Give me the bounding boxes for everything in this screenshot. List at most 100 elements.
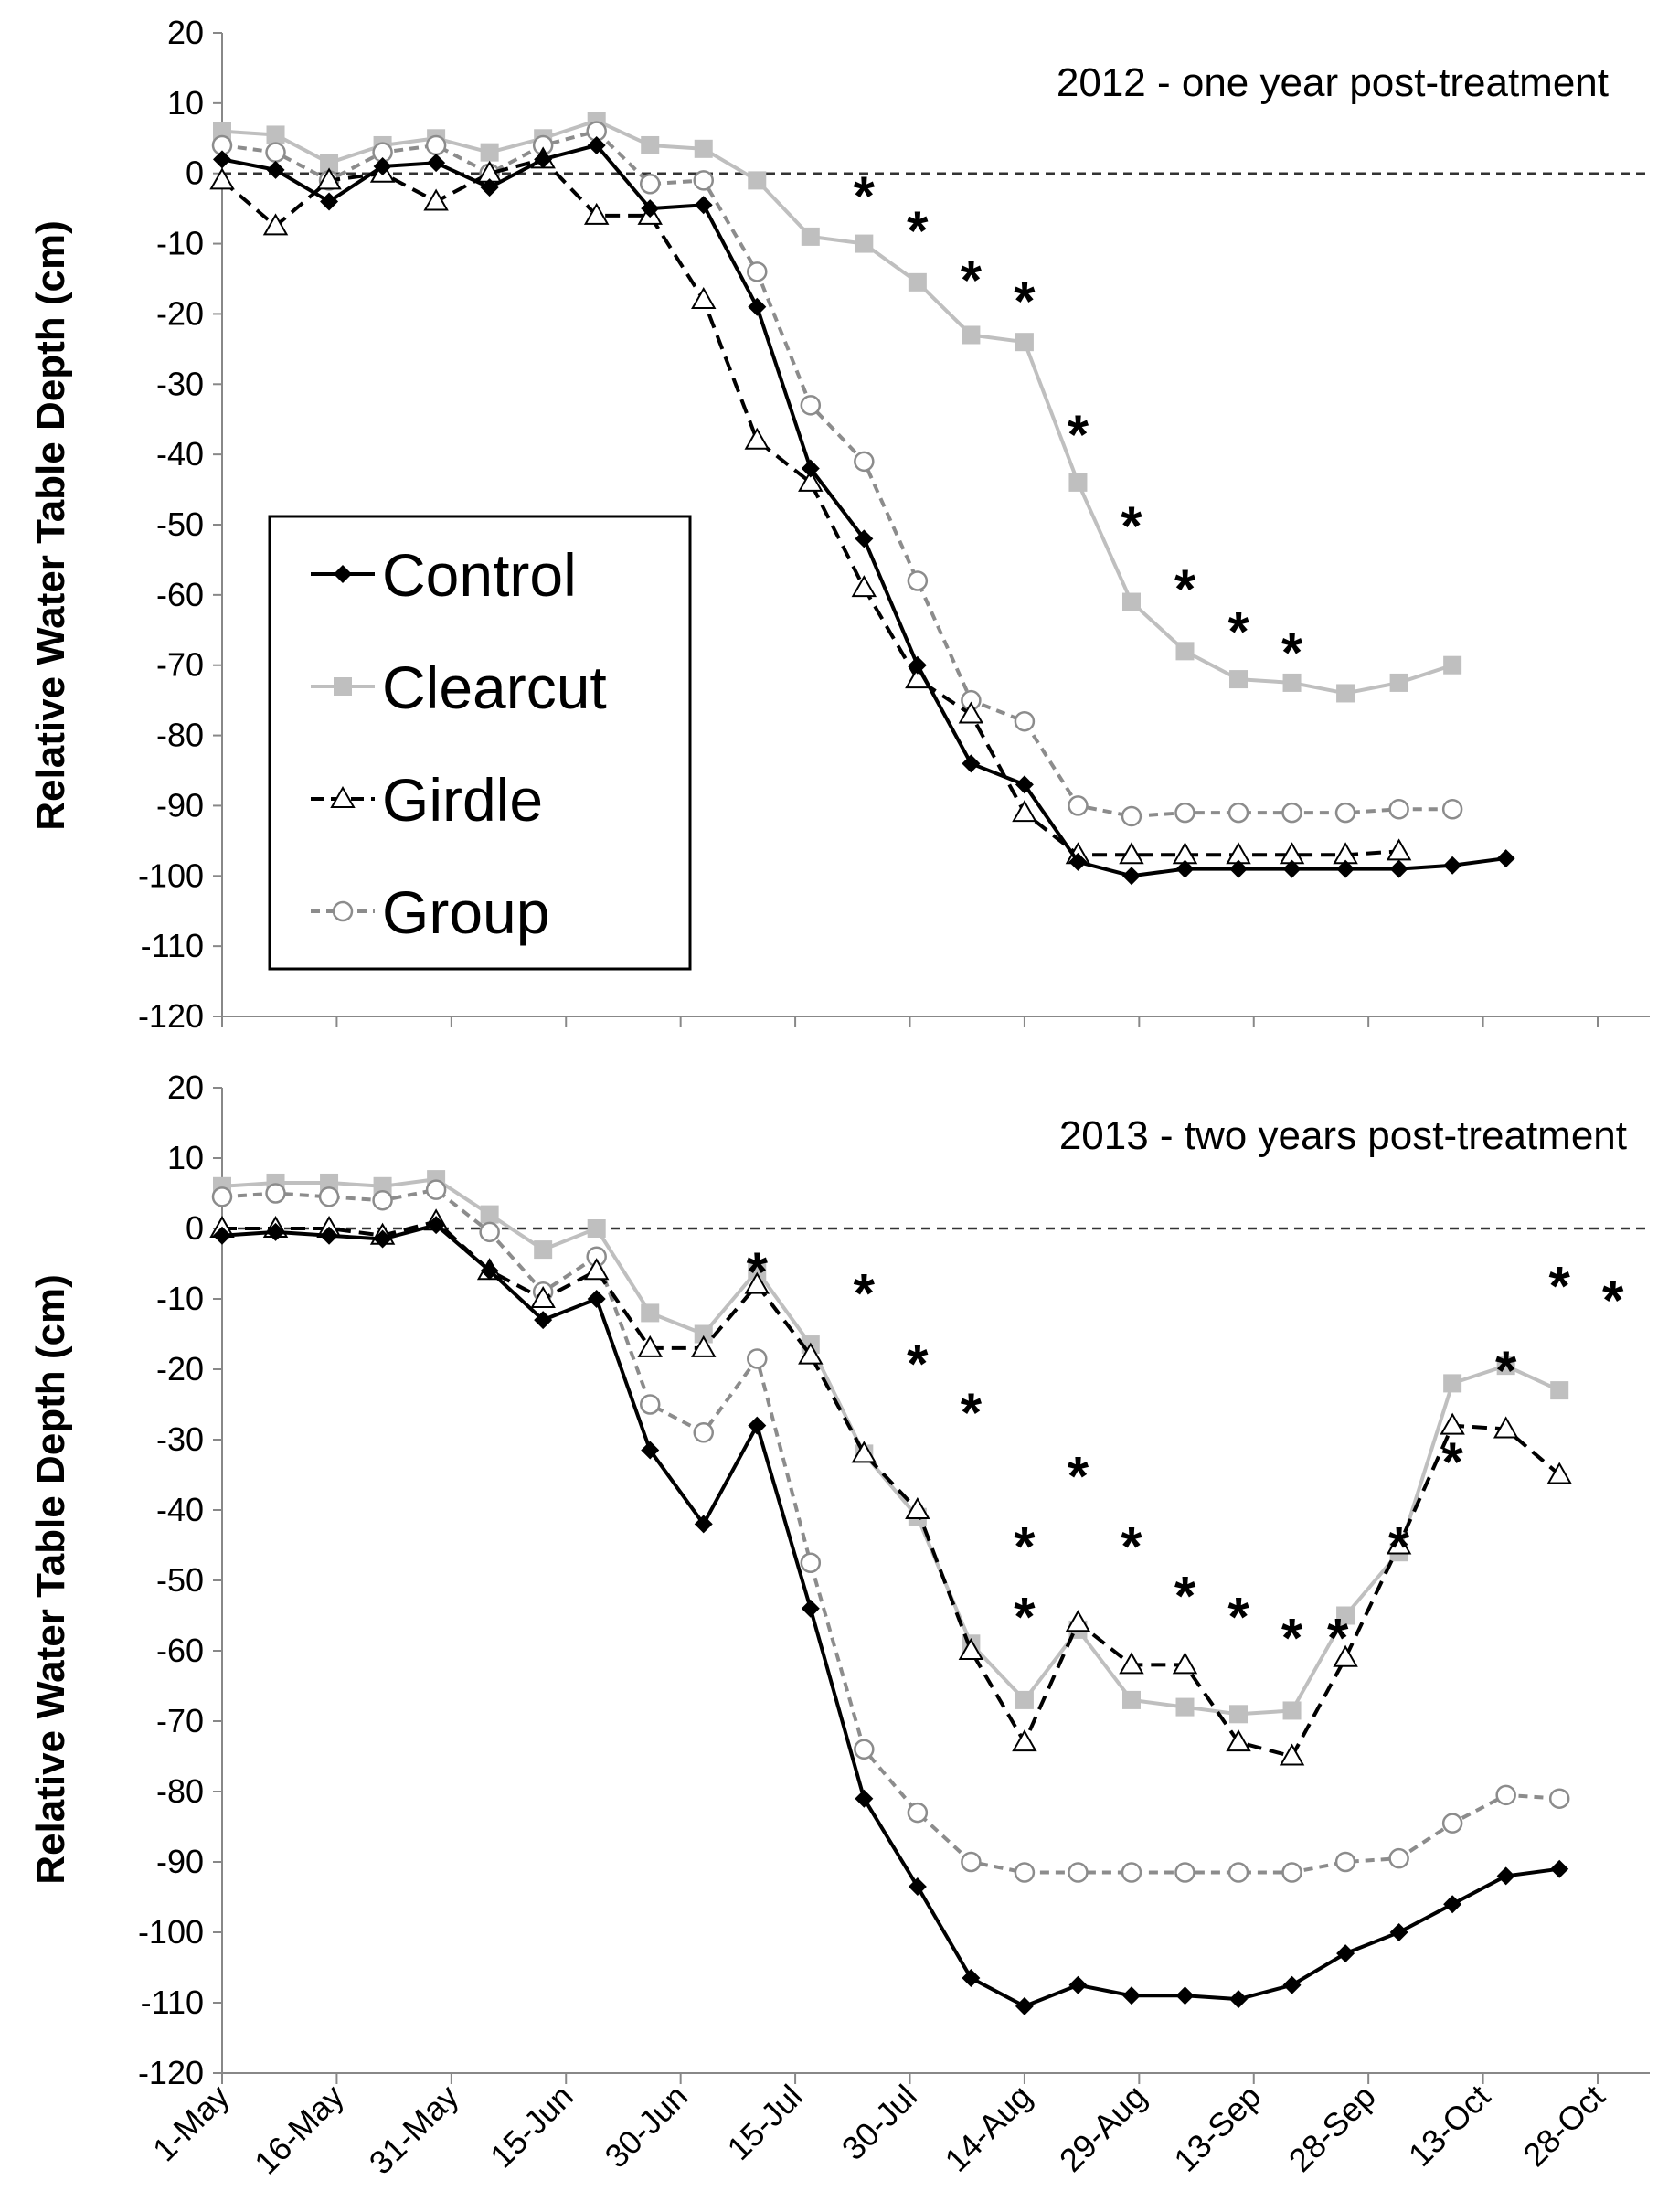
data-point-group [1441, 1813, 1463, 1834]
y-tick-label: 20 [167, 14, 204, 51]
significance-asterisk: * [1227, 601, 1249, 662]
x-tick-label: 16-May [247, 2078, 351, 2182]
data-point-control [587, 135, 606, 154]
series-line-group-2013 [221, 1187, 1560, 1875]
data-point-clearcut [1229, 1705, 1249, 1724]
y-tick-label: -70 [156, 1702, 204, 1739]
data-point-control [1389, 1923, 1408, 1941]
legend: Control Clearcut Girdle Group [268, 515, 692, 971]
y-axis-label-2012: Relative Water Table Depth (cm) [28, 220, 73, 830]
significance-asterisk: * [1014, 1516, 1036, 1578]
significance-asterisk: * [1327, 1608, 1349, 1669]
data-point-control [1496, 1866, 1515, 1886]
data-point-control [373, 157, 392, 176]
data-point-girdle [744, 427, 770, 450]
significance-asterisk: * [1121, 495, 1142, 557]
data-point-control [855, 529, 874, 548]
data-point-control [908, 655, 927, 675]
x-tick-labels: 1-May 16-May 31-May 15-Jun 30-Jun 15-Jul 30-Ju… [145, 2078, 1612, 2182]
data-point-control [1229, 859, 1249, 878]
data-point-control [213, 150, 231, 169]
data-point-clearcut [587, 1219, 606, 1238]
data-point-control [587, 1290, 606, 1308]
data-point-group [265, 1183, 286, 1204]
significance-asterisk: * [1014, 271, 1036, 332]
series-line-control-2013 [221, 1223, 1560, 2008]
significance-asterisk: * [961, 250, 983, 311]
significance-asterisk: * [1281, 1608, 1303, 1669]
data-point-girdle [530, 1285, 556, 1308]
data-point-group [1014, 710, 1036, 732]
y-tick-label: -120 [138, 997, 204, 1035]
y-tick-label: -50 [156, 1561, 204, 1599]
data-point-clearcut [1015, 1690, 1034, 1709]
data-point-group [479, 1221, 500, 1243]
data-point-group [1334, 802, 1356, 824]
data-point-clearcut [213, 122, 231, 141]
data-point-clearcut [1175, 642, 1195, 661]
data-point-clearcut [480, 143, 499, 162]
significance-asterisk: * [907, 1333, 929, 1394]
legend-label-control: Control [382, 541, 577, 609]
data-point-girdle [1012, 800, 1037, 823]
data-point-clearcut [1282, 1701, 1302, 1720]
diamond-marker-icon [334, 565, 352, 583]
data-point-control [1282, 1975, 1302, 1994]
x-tick-label: 14-Aug [937, 2078, 1038, 2179]
y-tick-label: -90 [156, 786, 204, 824]
data-point-clearcut [908, 272, 927, 292]
y-tick-label: -110 [141, 927, 204, 964]
data-point-group [639, 173, 661, 195]
y-tick-label: -10 [156, 225, 204, 262]
x-tick-label: 29-Aug [1052, 2078, 1153, 2179]
x-tick-label: 30-Jun [597, 2078, 695, 2175]
data-point-group [1068, 795, 1089, 816]
data-point-clearcut [1015, 333, 1034, 352]
data-point-girdle [691, 287, 717, 310]
data-point-clearcut [1336, 684, 1355, 703]
data-point-clearcut [1389, 673, 1408, 692]
data-point-clearcut [480, 1205, 499, 1224]
data-point-group [1388, 799, 1409, 820]
x-tick-label: 13-Sep [1166, 2078, 1268, 2179]
data-point-girdle [1333, 1644, 1358, 1667]
data-point-clearcut [1121, 1690, 1141, 1709]
data-point-clearcut [1496, 1356, 1515, 1376]
data-point-clearcut [1068, 473, 1088, 492]
data-point-clearcut [1336, 1606, 1355, 1625]
data-point-control [1443, 856, 1462, 875]
significance-asterisk: * [747, 1241, 769, 1303]
data-point-clearcut [1121, 592, 1141, 611]
data-point-control [855, 1789, 874, 1808]
data-point-clearcut [855, 234, 874, 253]
data-point-group [1334, 1851, 1356, 1873]
circle-marker-icon [332, 900, 354, 922]
data-point-group [854, 451, 875, 473]
data-point-control [534, 150, 553, 169]
data-point-control [320, 192, 339, 211]
data-point-group [1388, 1847, 1409, 1869]
data-point-clearcut [748, 1261, 767, 1281]
plot-area-2013 [209, 1170, 1650, 2015]
y-tick-label: -60 [156, 1632, 204, 1669]
significance-asterisk: * [1281, 622, 1303, 683]
data-point-control [1443, 1895, 1462, 1914]
data-point-control [1121, 867, 1141, 886]
y-axis-label-2013: Relative Water Table Depth (cm) [28, 1274, 73, 1884]
x-tick-label: 15-Jun [483, 2078, 580, 2175]
data-point-clearcut [373, 1176, 392, 1196]
legend-label-girdle: Girdle [382, 766, 543, 834]
data-point-group [907, 1802, 929, 1824]
data-point-control [801, 459, 820, 478]
series-line-girdle-2013 [222, 1219, 1561, 1759]
data-point-group [1227, 1862, 1249, 1883]
data-point-girdle [1119, 1652, 1144, 1675]
data-point-group [425, 134, 447, 156]
x-tick-label: 15-Jul [719, 2078, 809, 2167]
data-point-clearcut [1443, 1374, 1462, 1393]
data-point-clearcut [1175, 1697, 1195, 1717]
data-point-group [265, 142, 286, 163]
data-point-girdle [1546, 1462, 1572, 1484]
data-point-control [427, 1216, 446, 1235]
